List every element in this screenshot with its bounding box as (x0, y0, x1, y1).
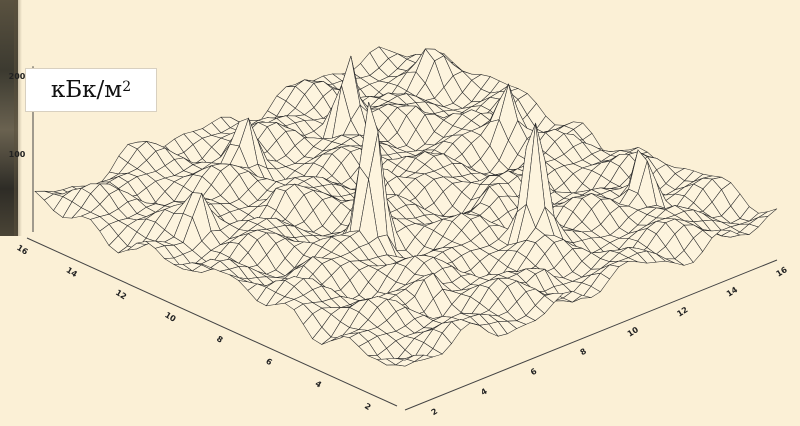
x-tick-label: 10 (626, 325, 641, 339)
unit-label-exponent: 2 (122, 79, 132, 95)
y-tick-label: 4 (314, 379, 324, 390)
z-tick-label: 100 (9, 150, 26, 159)
y-tick-label: 2 (363, 401, 372, 412)
surface-cell (395, 355, 415, 361)
x-tick-label: 4 (479, 386, 489, 397)
background-photo-strip (0, 0, 18, 236)
y-tick-label: 16 (15, 243, 30, 257)
x-axis-line (404, 259, 778, 411)
x-tick-label: 16 (775, 265, 790, 279)
y-axis-line (26, 237, 398, 407)
unit-label-base: кБк/м (50, 77, 123, 103)
y-tick-label: 12 (114, 288, 128, 302)
background-photo-fade (14, 0, 22, 236)
y-tick-label: 6 (264, 357, 274, 368)
x-tick-label: 12 (675, 305, 689, 319)
surface-mesh (34, 46, 778, 367)
z-tick-label: 200 (9, 72, 26, 81)
y-tick-label: 14 (65, 266, 80, 280)
x-tick-label: 6 (529, 366, 539, 377)
y-tick-label: 10 (163, 310, 178, 324)
unit-label: кБк/м 2 (25, 68, 157, 112)
x-tick-label: 2 (430, 407, 439, 418)
y-tick-label: 8 (215, 334, 225, 345)
x-tick-label: 14 (725, 285, 740, 299)
x-tick-label: 8 (579, 346, 589, 357)
